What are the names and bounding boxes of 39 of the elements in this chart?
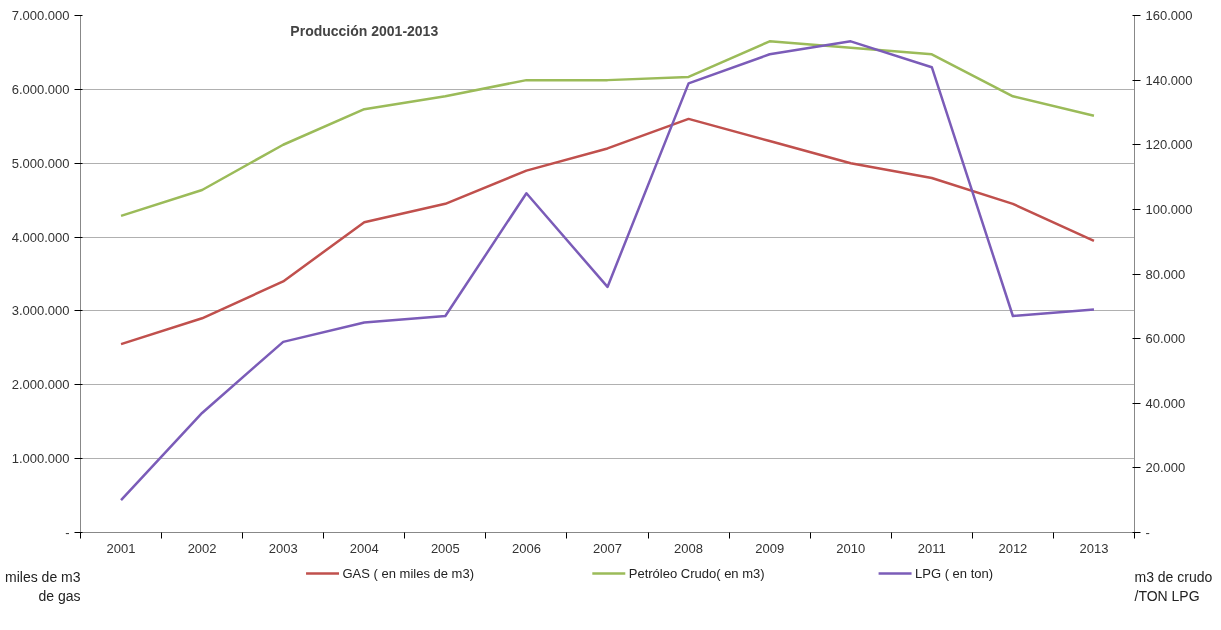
x-tick-label: 2006 — [511, 540, 541, 556]
text: Producción 2001-2013 — [290, 22, 439, 39]
y2-tick-label: 80.000 — [1145, 266, 1186, 282]
y2-tick-label: 120.000 — [1145, 137, 1193, 153]
x-tick-label: 2002 — [187, 540, 217, 556]
y2-tick-label: 160.000 — [1145, 8, 1193, 23]
y2-tick-label: 60.000 — [1145, 331, 1186, 347]
x-tick-label: 2013 — [1079, 540, 1109, 556]
legend-label: Petróleo Crudo( en m3) — [628, 566, 765, 581]
x-tick-label: 2004 — [349, 540, 379, 556]
x-tick-label: 2012 — [998, 540, 1028, 556]
y2-tick-label: 140.000 — [1145, 72, 1193, 88]
y-tick-label: 5.000.000 — [11, 155, 70, 171]
x-tick-label: 2009 — [755, 540, 785, 556]
x-tick-label: 2011 — [917, 540, 946, 556]
legend-label: LPG ( en ton) — [915, 566, 994, 581]
x-tick-label: 2007 — [593, 540, 622, 556]
x-tick-label: 2010 — [836, 540, 866, 556]
y-tick-label: 2.000.000 — [11, 377, 70, 393]
y-tick-label: 1.000.000 — [11, 451, 70, 467]
x-tick-label: 2005 — [430, 540, 460, 556]
y2-tick-label: - — [1145, 525, 1150, 540]
x-tick-label: 2008 — [674, 540, 704, 556]
y-axis-title: miles de m3 de gas — [5, 568, 81, 605]
y-tick-label: - — [65, 525, 70, 540]
y-tick-label: 6.000.000 — [11, 81, 70, 97]
y-tick-label: 7.000.000 — [11, 8, 70, 23]
y-tick-label: 4.000.000 — [11, 229, 70, 245]
y2-axis-title: m3 de crudo /TON LPG — [1134, 568, 1213, 605]
line-series — [119, 40, 1096, 502]
y-tick-label: 3.000.000 — [11, 303, 70, 319]
y2-tick-label: 100.000 — [1145, 201, 1193, 217]
x-tick-label: 2003 — [268, 540, 298, 556]
y2-tick-label: 40.000 — [1145, 395, 1186, 411]
line-series — [119, 117, 1096, 346]
y2-tick-label: 20.000 — [1145, 460, 1186, 476]
line-series — [119, 40, 1096, 218]
x-tick-label: 2001 — [106, 540, 136, 556]
legend-label: GAS ( en miles de m3) — [342, 566, 474, 581]
